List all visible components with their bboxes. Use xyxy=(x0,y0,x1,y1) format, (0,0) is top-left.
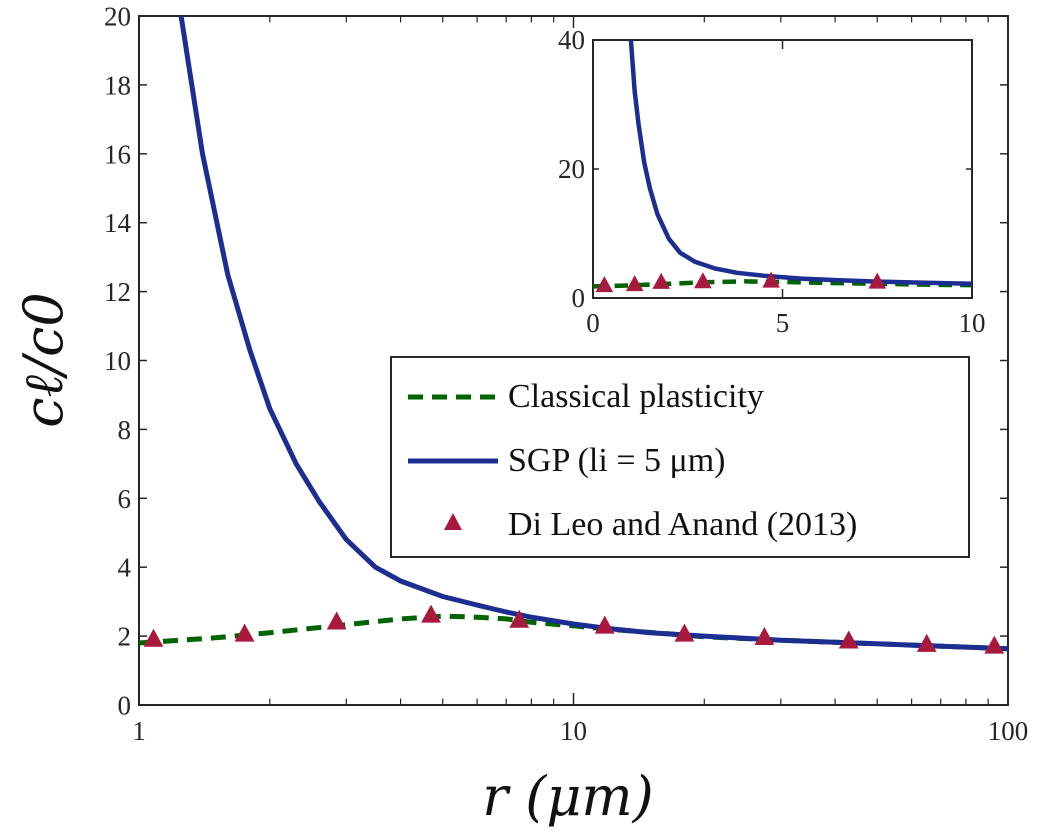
main-marker-point xyxy=(234,623,255,642)
main-ytick-label: 6 xyxy=(118,484,132,514)
inset-ytick-label: 20 xyxy=(558,154,585,184)
main-ytick-label: 14 xyxy=(104,208,132,238)
inset-xtick-label: 5 xyxy=(776,308,790,338)
main-ytick-label: 20 xyxy=(104,1,131,31)
inset-ytick-label: 40 xyxy=(558,25,585,55)
main-ytick-label: 18 xyxy=(104,70,131,100)
main-ytick-label: 4 xyxy=(118,553,132,583)
legend-label-dileo: Di Leo and Anand (2013) xyxy=(508,506,857,543)
main-marker-point xyxy=(674,623,695,642)
inset-marker-point xyxy=(652,272,671,289)
x-axis-label: r (μm) xyxy=(482,765,653,828)
inset-xtick-label: 10 xyxy=(959,308,986,338)
inset-series-group xyxy=(592,39,973,289)
inset-ytick-label: 0 xyxy=(572,283,586,313)
main-marker-point xyxy=(916,633,937,652)
main-xtick-label: 100 xyxy=(988,716,1029,746)
main-ytick-label: 0 xyxy=(118,690,132,720)
inset-marker-point xyxy=(868,272,887,289)
main-marker-point xyxy=(143,628,164,647)
main-xtick-label: 1 xyxy=(132,716,146,746)
main-marker-point xyxy=(326,611,347,630)
main-ytick-label: 10 xyxy=(104,346,131,376)
legend: Classical plasticity SGP (li = 5 μm) Di … xyxy=(390,356,970,558)
main-series-sgp-line xyxy=(178,15,1009,652)
legend-label-sgp: SGP (li = 5 μm) xyxy=(508,442,726,479)
inset-marker-group xyxy=(595,271,887,293)
main-marker-point xyxy=(421,604,441,623)
legend-box xyxy=(390,356,970,558)
main-ytick-label: 8 xyxy=(118,415,132,445)
main-marker-point xyxy=(984,635,1005,654)
main-marker-point xyxy=(754,627,775,646)
main-ytick-label: 12 xyxy=(104,277,131,307)
main-ytick-label: 16 xyxy=(104,139,131,169)
inset-marker-point xyxy=(625,275,644,292)
inset-background xyxy=(593,40,972,298)
legend-swatch-dileo xyxy=(444,513,462,530)
inset-marker-point xyxy=(694,272,712,289)
y-axis-label: cℓ/c0 xyxy=(12,292,75,428)
inset-xtick-label: 0 xyxy=(586,308,600,338)
inset-marker-point xyxy=(595,276,614,293)
inset-marker-point xyxy=(762,271,780,288)
main-ytick-label: 2 xyxy=(118,622,132,652)
main-marker-point xyxy=(509,609,530,628)
inset-axis-ticks: 0 20 40 0 5 10 xyxy=(558,25,986,338)
inset-series-sgp-line xyxy=(628,39,973,287)
main-marker-point xyxy=(838,630,859,649)
main-marker-group xyxy=(143,604,1005,654)
main-xtick-label: 10 xyxy=(560,716,587,746)
main-marker-point xyxy=(594,615,615,634)
legend-label-classical: Classical plasticity xyxy=(508,378,764,415)
